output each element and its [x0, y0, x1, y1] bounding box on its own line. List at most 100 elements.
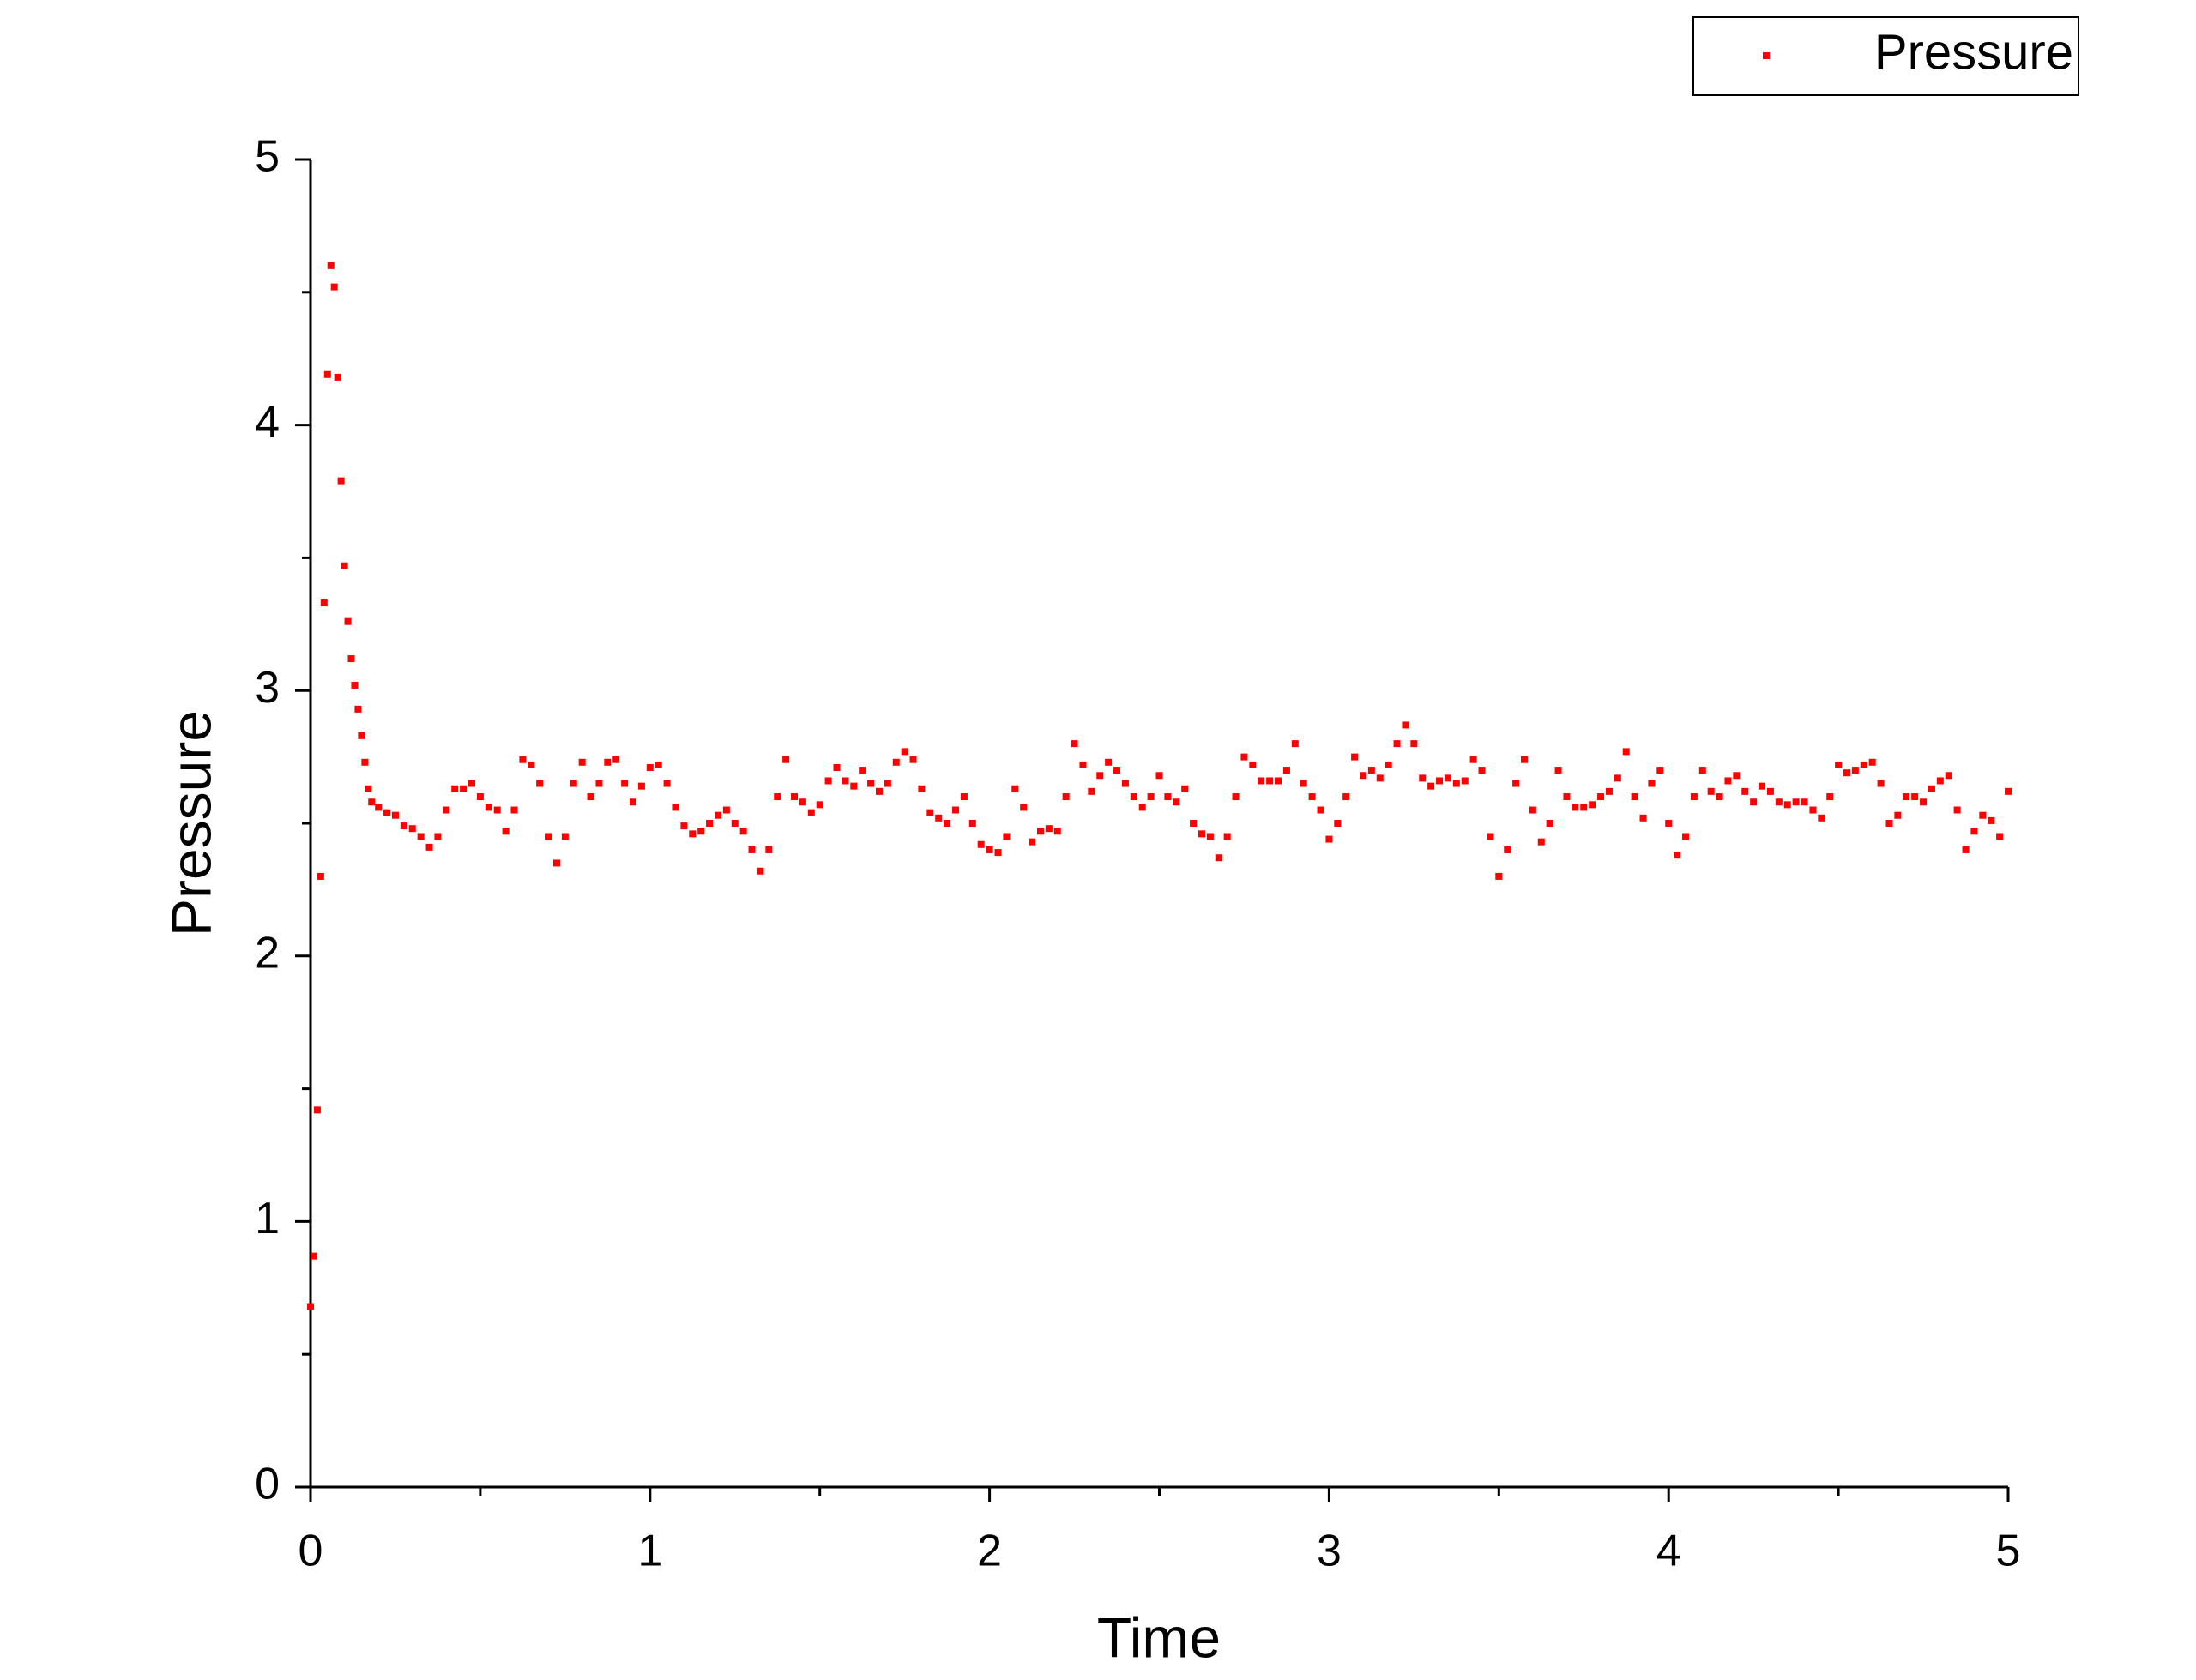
- point: [1877, 780, 1885, 787]
- point: [1809, 806, 1817, 814]
- point: [824, 777, 832, 785]
- point: [1766, 787, 1774, 795]
- point: [1376, 774, 1384, 782]
- point: [358, 732, 365, 739]
- y-tick-label: 4: [255, 397, 280, 447]
- point: [383, 809, 391, 816]
- point: [1130, 793, 1137, 801]
- point: [680, 822, 688, 830]
- point: [1393, 740, 1401, 748]
- point: [807, 809, 815, 816]
- point: [476, 793, 484, 801]
- point: [1520, 756, 1528, 763]
- point: [1953, 806, 1961, 814]
- point: [578, 758, 586, 766]
- point: [1436, 777, 1444, 785]
- point: [1920, 798, 1928, 806]
- point: [706, 820, 714, 827]
- point: [739, 828, 747, 835]
- point: [1783, 801, 1791, 809]
- point: [1367, 767, 1375, 774]
- x-tick-label: 2: [977, 1526, 1002, 1576]
- point: [1979, 811, 1987, 819]
- point: [1945, 772, 1952, 780]
- point: [1223, 833, 1231, 840]
- point: [1029, 838, 1036, 846]
- point: [347, 655, 355, 663]
- point: [1258, 777, 1265, 785]
- point: [1164, 793, 1172, 801]
- point: [1487, 833, 1494, 840]
- point: [1359, 772, 1366, 780]
- point: [545, 833, 552, 840]
- point: [317, 872, 324, 880]
- point: [1062, 793, 1070, 801]
- point: [1851, 767, 1859, 774]
- point: [1266, 777, 1274, 785]
- point: [842, 777, 849, 785]
- point: [1282, 767, 1290, 774]
- point: [313, 1106, 321, 1114]
- point: [1096, 772, 1104, 780]
- point: [1589, 801, 1596, 809]
- point: [337, 477, 345, 485]
- point: [320, 599, 328, 607]
- point: [909, 756, 917, 763]
- point: [354, 705, 362, 713]
- point: [485, 804, 492, 811]
- point: [460, 785, 468, 792]
- x-tick-label: 1: [637, 1526, 662, 1576]
- point: [1759, 782, 1766, 790]
- point: [977, 840, 985, 848]
- point: [1622, 748, 1630, 756]
- point: [952, 806, 960, 814]
- point: [1733, 772, 1741, 780]
- point: [408, 825, 416, 833]
- point: [595, 780, 603, 787]
- point: [697, 828, 705, 835]
- y-axis-label: Pressure: [159, 710, 222, 936]
- point: [1911, 793, 1919, 801]
- point: [1698, 767, 1706, 774]
- point: [327, 262, 335, 269]
- point: [1181, 785, 1189, 792]
- point: [1300, 780, 1307, 787]
- point: [1605, 787, 1613, 795]
- point: [1631, 793, 1638, 801]
- point: [833, 763, 841, 771]
- point: [1724, 777, 1732, 785]
- legend-marker: [1763, 52, 1770, 59]
- point: [1988, 816, 1995, 824]
- point: [341, 562, 348, 569]
- point: [1138, 804, 1146, 811]
- point: [859, 767, 866, 774]
- point: [1155, 772, 1163, 780]
- point: [1572, 804, 1579, 811]
- point: [1240, 753, 1248, 761]
- point: [536, 780, 544, 787]
- y-tick-label: 5: [255, 132, 280, 182]
- point: [748, 846, 756, 853]
- point: [1512, 780, 1520, 787]
- point: [1563, 793, 1571, 801]
- point: [1750, 798, 1758, 806]
- point: [1868, 758, 1876, 766]
- point: [1716, 793, 1723, 801]
- point: [1190, 820, 1198, 827]
- point: [1775, 798, 1783, 806]
- point: [1835, 761, 1843, 768]
- point: [689, 830, 697, 838]
- point: [1792, 798, 1800, 806]
- point: [1894, 811, 1902, 819]
- point: [1648, 780, 1656, 787]
- point: [1843, 769, 1850, 777]
- point: [637, 782, 645, 790]
- point: [1334, 820, 1342, 827]
- point: [1206, 833, 1214, 840]
- point: [968, 820, 976, 827]
- point: [1105, 758, 1113, 766]
- point: [417, 833, 425, 840]
- point: [519, 756, 527, 763]
- point: [714, 811, 721, 819]
- point: [307, 1303, 314, 1310]
